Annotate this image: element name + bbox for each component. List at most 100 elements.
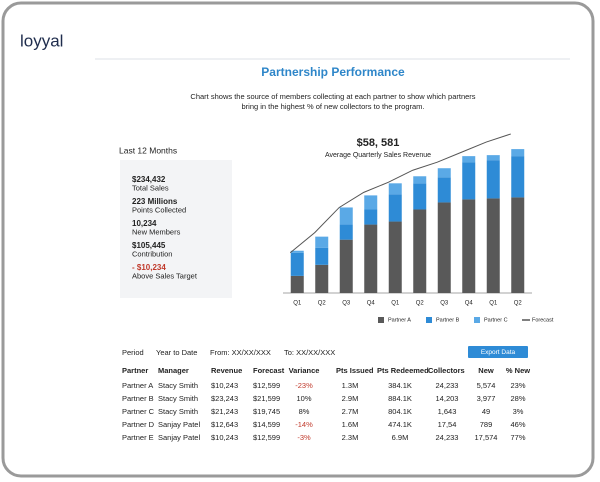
table-cell: 884.1K <box>388 394 412 403</box>
table-cell: Partner C <box>122 407 155 416</box>
table-cell: $10,243 <box>211 381 238 390</box>
table-cell: 28% <box>510 394 525 403</box>
stat-value: 10,234 <box>132 219 157 228</box>
bar-segment <box>413 176 427 184</box>
bar-segment <box>462 156 476 163</box>
bar-segment <box>413 209 427 293</box>
from-date: From: XX/XX/XXX <box>210 348 271 357</box>
bar-segment <box>437 202 451 293</box>
table-cell: 10% <box>296 394 311 403</box>
period-label: Period <box>122 348 144 357</box>
legend-label: Partner C <box>484 317 508 323</box>
bar-segment <box>437 168 451 178</box>
table-cell: 2.9M <box>342 394 359 403</box>
bar-segment <box>339 207 353 225</box>
table-cell: 2.3M <box>342 433 359 442</box>
chart-subtitle: Average Quarterly Sales Revenue <box>325 152 431 159</box>
x-tick-label: Q4 <box>465 301 474 307</box>
column-header: Variance <box>289 366 320 375</box>
table-cell: 789 <box>480 420 493 429</box>
bar-segment <box>388 194 402 222</box>
table-cell: 46% <box>510 420 525 429</box>
table-cell: Stacy Smith <box>158 394 198 403</box>
bar-segment <box>364 195 378 210</box>
bar-segment <box>486 155 500 161</box>
table-cell: $21,243 <box>211 407 238 416</box>
table-cell: -3% <box>297 433 311 442</box>
summary-card <box>120 160 232 298</box>
table-cell: 24,233 <box>436 433 459 442</box>
x-tick-label: Q1 <box>489 301 498 307</box>
table-cell: 3% <box>513 407 524 416</box>
chart-title: $58, 581 <box>357 137 400 149</box>
bar-segment <box>315 264 329 293</box>
bar-segment <box>437 177 451 203</box>
bar-segment <box>364 209 378 225</box>
button-bg[interactable] <box>468 346 528 358</box>
stat-value: - $10,234 <box>132 263 166 272</box>
legend-swatch <box>426 317 432 323</box>
table-cell: 17,574 <box>475 433 498 442</box>
description: Chart shows the source of members collec… <box>190 92 475 101</box>
table-cell: 24,233 <box>436 381 459 390</box>
table-cell: Partner A <box>122 381 153 390</box>
table-cell: Stacy Smith <box>158 407 198 416</box>
column-header: Revenue <box>211 366 242 375</box>
table-cell: 8% <box>299 407 310 416</box>
bar-segment <box>364 224 378 293</box>
legend-label: Partner B <box>436 317 460 323</box>
bar-segment <box>413 183 427 210</box>
table-cell: Sanjay Patel <box>158 420 200 429</box>
table-cell: Partner E <box>122 433 154 442</box>
table-cell: Sanjay Patel <box>158 433 200 442</box>
bar-segment <box>462 199 476 293</box>
bar-segment <box>486 198 500 293</box>
table-cell: 49 <box>482 407 490 416</box>
column-header: Manager <box>158 366 189 375</box>
table-cell: 3,977 <box>477 394 496 403</box>
stat-value: $105,445 <box>132 241 166 250</box>
column-header: Partner <box>122 366 148 375</box>
logo: loyyal <box>20 31 63 50</box>
stat-label: Total Sales <box>132 183 169 192</box>
page-title: Partnership Performance <box>261 65 405 79</box>
legend-swatch <box>474 317 480 323</box>
bar-segment <box>511 197 525 293</box>
table-cell: Partner D <box>122 420 155 429</box>
button-label[interactable]: Export Data <box>481 349 516 356</box>
table-cell: 2.7M <box>342 407 359 416</box>
x-tick-label: Q2 <box>416 301 425 307</box>
table-cell: 1,643 <box>438 407 457 416</box>
bar-segment <box>339 239 353 293</box>
x-tick-label: Q3 <box>342 301 351 307</box>
table-cell: $23,243 <box>211 394 238 403</box>
legend-label: Forecast <box>532 317 554 323</box>
table-cell: 23% <box>510 381 525 390</box>
forecast-line <box>289 133 511 254</box>
column-header: Pts Redeemed <box>377 366 429 375</box>
table-cell: 474.1K <box>388 420 412 429</box>
table-cell: $14,599 <box>253 420 280 429</box>
table-cell: $21,599 <box>253 394 280 403</box>
stat-label: Above Sales Target <box>132 271 198 280</box>
bar-segment <box>290 250 304 253</box>
bar-segment <box>388 183 402 195</box>
stat-label: Contribution <box>132 249 172 258</box>
legend-label: Partner A <box>388 317 411 323</box>
description: bring in the highest % of new collectors… <box>241 102 424 111</box>
column-header: Pts Issued <box>336 366 374 375</box>
bar-segment <box>511 156 525 198</box>
x-tick-label: Q2 <box>514 301 523 307</box>
table-cell: 6.9M <box>392 433 409 442</box>
column-header: Forecast <box>253 366 285 375</box>
column-header: % New <box>506 366 530 375</box>
bar-segment <box>290 275 304 293</box>
table-cell: 14,203 <box>436 394 459 403</box>
export-button[interactable]: Export Data <box>468 346 528 358</box>
table-cell: -23% <box>295 381 313 390</box>
stat-label: New Members <box>132 227 181 236</box>
column-header: Collectors <box>428 366 465 375</box>
x-tick-label: Q1 <box>293 301 302 307</box>
x-tick-label: Q4 <box>367 301 376 307</box>
summary-title: Last 12 Months <box>119 145 177 155</box>
